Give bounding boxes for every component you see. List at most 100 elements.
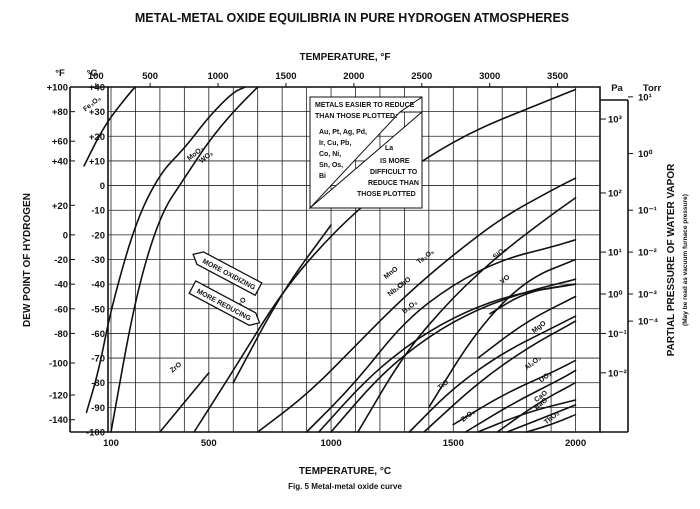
harder-line-3: REDUCE THAN [368, 180, 419, 187]
series-label: MgO [531, 320, 548, 335]
y-right-pa-tick-label: 10¹ [608, 248, 622, 259]
right-unit-pa: Pa [611, 83, 623, 94]
y-left-c-tick-label: +20 [89, 132, 105, 143]
y-right-torr-tick-label: 10⁻² [638, 248, 657, 259]
top-axis-label: TEMPERATURE, °F [299, 52, 390, 63]
x-top-tick-label: 3500 [547, 71, 568, 82]
bottom-axis-label: TEMPERATURE, °C [299, 466, 391, 477]
harder-head: La [385, 145, 393, 152]
series-line-no [232, 224, 332, 384]
series-label: ZrO₂ [460, 409, 477, 424]
series-line-uo [496, 381, 577, 433]
y-left-f-tick-label: 0 [63, 230, 68, 241]
y-left-f-tick-label: -100 [49, 359, 68, 370]
x-bottom-tick-label: 500 [201, 438, 217, 449]
x-top-tick-label: 1500 [275, 71, 296, 82]
y-left-c-tick-label: -20 [91, 230, 105, 241]
left-unit-f: °F [55, 68, 65, 79]
series-label: TiO [437, 379, 451, 392]
x-top-tick-label: 2000 [343, 71, 364, 82]
y-left-c-tick-label: -70 [91, 354, 105, 365]
y-right-torr-tick-label: 10¹ [638, 92, 652, 103]
series-line-cro [193, 88, 577, 433]
series-label: MnO [383, 265, 400, 280]
series-line-sio [428, 258, 577, 409]
y-left-f-tick-label: +40 [52, 156, 68, 167]
y-left-f-tick-label: -20 [54, 255, 68, 266]
series-line-bao [477, 399, 577, 433]
x-top-tick-label: 500 [142, 71, 158, 82]
more-reducing-label: MORE REDUCING [195, 288, 252, 323]
x-bottom-tick-label: 2000 [565, 438, 586, 449]
y-left-f-tick-label: +100 [47, 83, 68, 94]
easier-metals-4: Sn, Os, [319, 162, 343, 169]
y-left-c-tick-label: -40 [91, 280, 105, 291]
y-right-pa-tick-label: 10² [608, 188, 622, 199]
series-line-wo [110, 86, 259, 433]
y-left-c-tick-label: -30 [91, 255, 105, 266]
y-right-torr-tick-label: 10⁻³ [638, 290, 657, 301]
easier-metals-2: Ir, Cu, Pb, [319, 140, 351, 147]
harder-to-reduce-box: La IS MORE DIFFICULT TO REDUCE THAN THOS… [308, 110, 423, 209]
y-left-c-tick-label: -80 [91, 378, 105, 389]
series-line-zro [464, 369, 577, 433]
x-top-tick-label: 3000 [479, 71, 500, 82]
y-right-pa-tick-label: 10⁻² [608, 368, 627, 379]
harder-line-1: IS MORE [380, 158, 410, 165]
right-axis-note: (May be read as vacuum furnace pressure) [682, 194, 689, 326]
series-label: ZrO [169, 361, 184, 375]
easier-metals-5: Bi [319, 173, 326, 180]
y-left-c-tick-label: +30 [89, 107, 105, 118]
series-line-unlabeled-21 [477, 295, 577, 359]
y-right-pa-tick-label: 10⁻¹ [608, 329, 627, 340]
series-label: SiO₂ [492, 246, 508, 261]
series-line-mno [256, 177, 577, 433]
chart-title: METAL-METAL OXIDE EQUILIBRIA IN PURE HYD… [135, 11, 569, 25]
x-bottom-tick-label: 1000 [320, 438, 341, 449]
y-left-c-tick-label: -50 [91, 304, 105, 315]
series-line-mgo [423, 320, 577, 433]
y-right-pa-tick-label: 10⁰ [608, 290, 623, 301]
y-left-f-tick-label: -140 [49, 415, 68, 426]
figure-caption: Fig. 5 Metal-metal oxide curve [288, 482, 402, 491]
x-bottom-tick-label: 1500 [443, 438, 464, 449]
series-line-tho [525, 414, 577, 433]
y-left-c-tick-label: -90 [91, 403, 105, 414]
series-line-zro [159, 372, 210, 433]
y-right-pa-tick-label: 10³ [608, 115, 622, 126]
easier-line-1: METALS EASIER TO REDUCE [315, 102, 415, 109]
y-left-c-tick-label: +40 [89, 83, 105, 94]
easier-to-reduce-box: METALS EASIER TO REDUCE THAN THOSE PLOTT… [309, 96, 423, 210]
series-line-bo [330, 278, 577, 433]
left-axis-label: DEW POINT OF HYDROGEN [22, 193, 33, 327]
y-left-c-tick-label: 0 [100, 181, 105, 192]
y-left-c-tick-label: -100 [86, 428, 105, 439]
series-line-cbo [318, 283, 577, 433]
y-right-torr-tick-label: 10⁻⁴ [638, 317, 659, 328]
y-left-f-tick-label: +20 [52, 201, 68, 212]
series-line-tao [357, 197, 577, 433]
series-line-nbo [305, 239, 577, 433]
harder-line-2: DIFFICULT TO [370, 169, 418, 176]
left-unit-c: °C [87, 68, 98, 79]
y-left-c-tick-label: +10 [89, 156, 105, 167]
x-top-tick-label: 100 [88, 71, 104, 82]
series-label: Ta₂O₅ [416, 249, 436, 266]
x-bottom-tick-label: 100 [103, 438, 119, 449]
easier-metals-3: Co, Ni, [319, 151, 341, 158]
right-axis-label: PARTIAL PRESSURE OF WATER VAPOR [666, 163, 677, 356]
y-left-f-tick-label: +80 [52, 107, 68, 118]
series-line-cao [506, 404, 577, 433]
y-left-f-tick-label: -120 [49, 391, 68, 402]
y-left-f-tick-label: -60 [54, 304, 68, 315]
series-line-alo [452, 359, 577, 426]
series-line-tio [408, 315, 577, 433]
easier-line-2: THAN THOSE PLOTTED: [315, 113, 397, 120]
y-left-f-tick-label: +60 [52, 137, 68, 148]
y-right-torr-tick-label: 10⁻¹ [638, 206, 657, 217]
right-unit-torr: Torr [643, 83, 662, 94]
series-line-moo [85, 86, 247, 414]
series-curves [83, 86, 577, 433]
y-left-f-tick-label: -80 [54, 329, 68, 340]
